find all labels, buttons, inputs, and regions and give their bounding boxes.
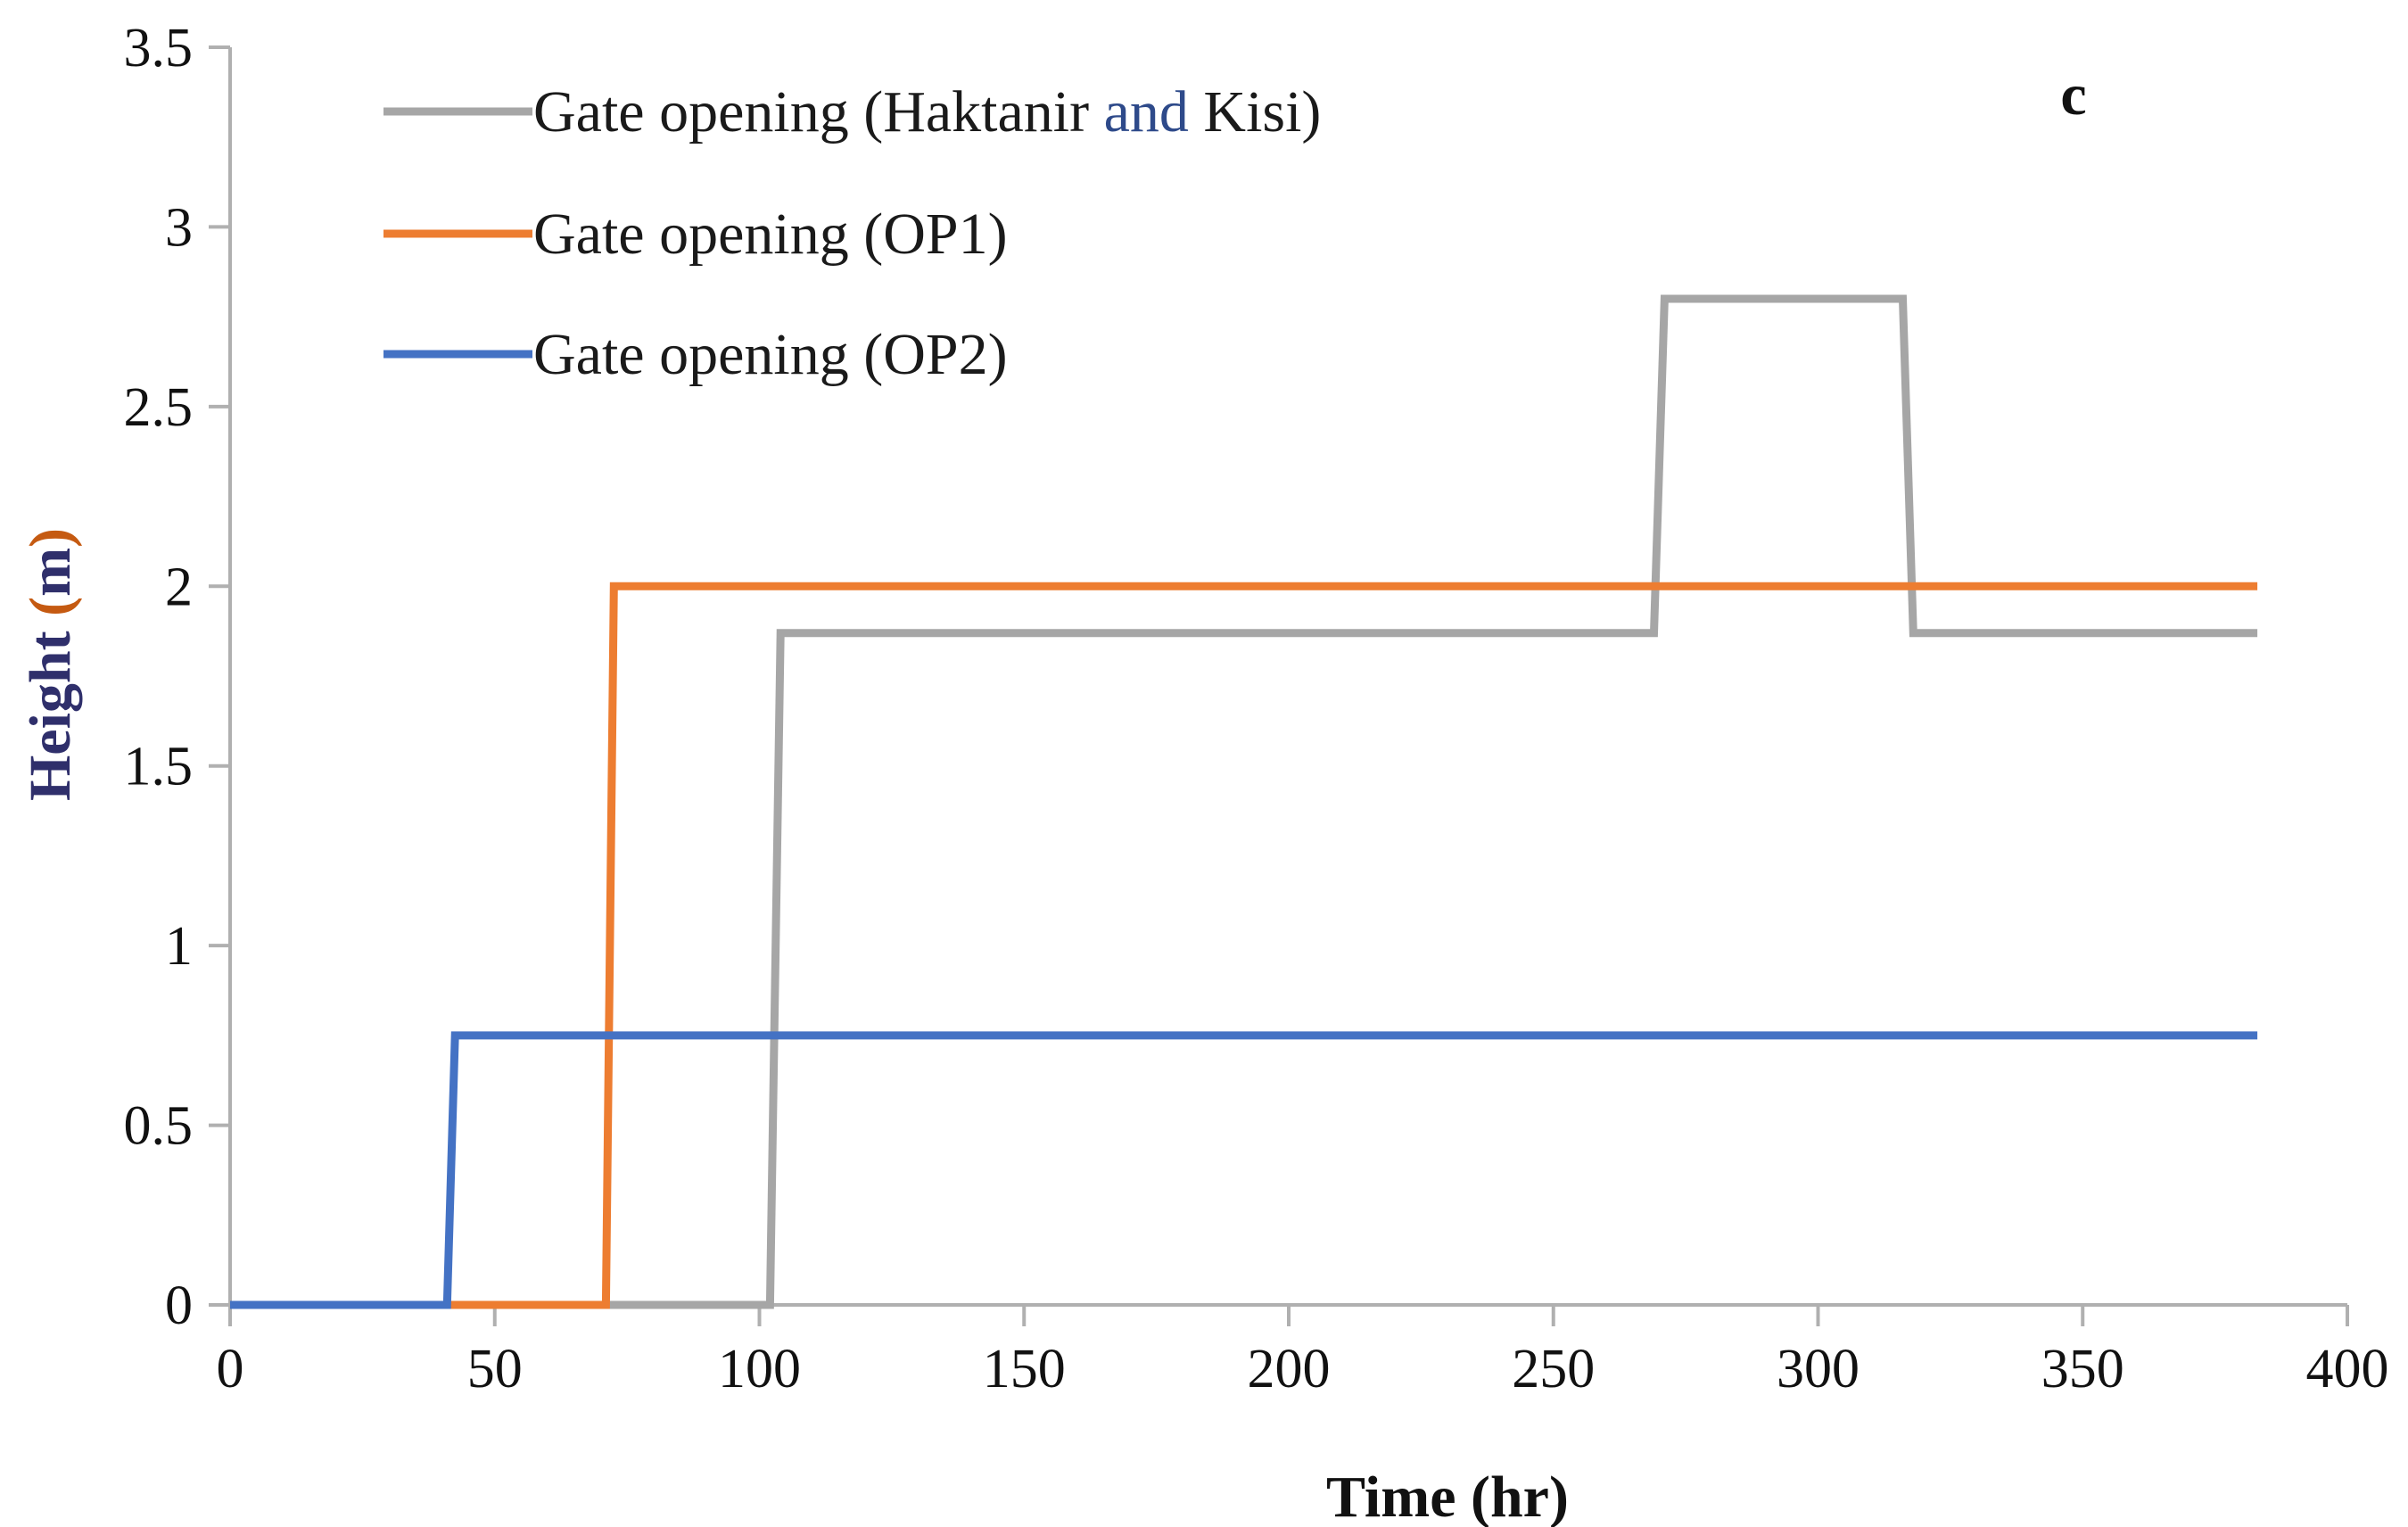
x-tick-label: 100 [718, 1339, 801, 1399]
x-tick-label: 50 [467, 1339, 523, 1399]
y-tick-label: 1.5 [124, 737, 194, 797]
legend-label-3: Gate opening (OP2) [533, 322, 1008, 387]
legend-label-part: Gate opening (Haktanir [533, 79, 1104, 144]
y-tick-label: 2 [165, 557, 193, 617]
x-tick-label: 200 [1248, 1339, 1331, 1399]
panel-label: c [2060, 62, 2086, 128]
legend-label-1: Gate opening (Haktanir and Kisi) [533, 79, 1321, 144]
y-axis-title-part: ( [18, 597, 83, 616]
legend-label-part: and [1104, 79, 1189, 144]
x-ticks: 0 50 100 150 200 250 300 350 400 [217, 1305, 2389, 1399]
legend: Gate opening (Haktanir and Kisi)Gate ope… [383, 79, 1321, 387]
y-tick-label: 1 [165, 916, 193, 977]
y-tick-label: 0 [165, 1275, 193, 1336]
series-line-2 [230, 582, 2258, 1309]
series-line-1 [230, 294, 2258, 1309]
y-tick-label: 2.5 [124, 377, 194, 438]
x-tick-label: 250 [1512, 1339, 1595, 1399]
y-tick-label: 3 [165, 197, 193, 258]
axes: 0 0.5 1 1.5 2 2.5 3 3.5 0 50 100 150 200 250 300 350 40… [124, 18, 2389, 1399]
y-ticks: 0 0.5 1 1.5 2 2.5 3 3.5 [124, 18, 230, 1336]
x-tick-label: 300 [1777, 1339, 1860, 1399]
y-tick-label: 0.5 [124, 1096, 194, 1157]
y-axis-title-part: ) [18, 528, 83, 548]
series-line-3 [230, 1031, 2258, 1309]
y-axis-title-part: m [18, 548, 83, 597]
y-axis-title: Height (m) [18, 528, 83, 801]
x-tick-label: 0 [217, 1339, 244, 1399]
series-layer [230, 294, 2258, 1309]
x-tick-label: 350 [2041, 1339, 2124, 1399]
y-tick-label: 3.5 [124, 18, 194, 78]
x-axis-title: Time (hr) [1326, 1465, 1569, 1527]
legend-label-2: Gate opening (OP1) [533, 202, 1008, 267]
legend-label-part: Kisi) [1189, 79, 1322, 144]
x-tick-label: 150 [983, 1339, 1066, 1399]
y-axis-title-part: Height [18, 616, 83, 801]
x-tick-label: 400 [2306, 1339, 2389, 1399]
